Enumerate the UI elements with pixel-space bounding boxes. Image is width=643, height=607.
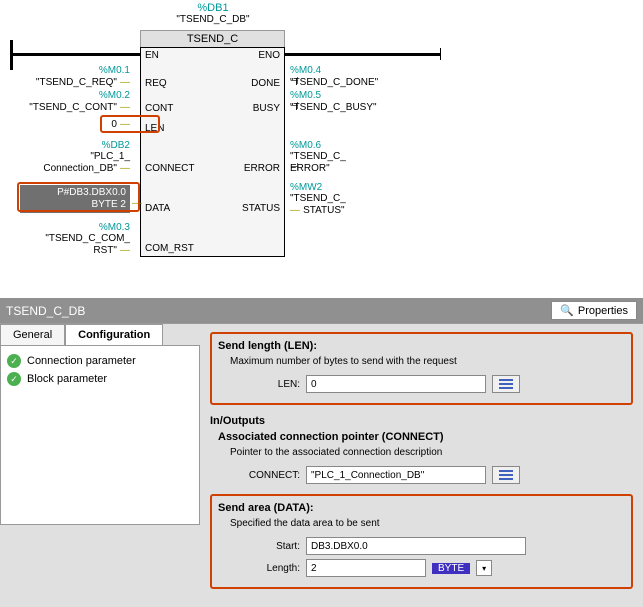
inout-group: In/Outputs Associated connection pointer… (210, 415, 633, 484)
connect-picker-button[interactable] (492, 466, 520, 484)
port-cont: CONT (145, 103, 173, 114)
port-en: EN (145, 50, 159, 61)
check-icon: ✓ (7, 372, 21, 386)
start-label: Start: (230, 541, 300, 552)
len-picker-button[interactable] (492, 375, 520, 393)
param-block[interactable]: ✓ Block parameter (5, 370, 195, 388)
port-data: DATA (145, 203, 170, 214)
block-name: "TSEND_C_DB" (158, 14, 268, 25)
picker-icon (499, 379, 513, 389)
length-label: Length: (230, 563, 300, 574)
ladder-diagram: %DB1 "TSEND_C_DB" TSEND_C EN ENO REQ CON… (0, 0, 643, 298)
tabs-column: General Configuration ✓ Connection param… (0, 324, 200, 607)
port-eno: ENO (258, 50, 280, 61)
properties-button[interactable]: 🔍 Properties (551, 301, 637, 320)
connect-label: CONNECT: (230, 470, 300, 481)
start-input[interactable] (306, 537, 526, 555)
panel-titlebar: TSEND_C_DB 🔍 Properties (0, 298, 643, 323)
port-req: REQ (145, 78, 167, 89)
pin-req: %M0.1 "TSEND_C_REQ" — (20, 65, 130, 88)
pin-done: %M0.4 ⊣ "TSEND_C_DONE" (290, 65, 430, 88)
tab-general[interactable]: General (0, 324, 65, 345)
highlight-data (17, 182, 140, 212)
highlight-len (100, 115, 160, 133)
port-comrst: COM_RST (145, 243, 194, 254)
wire (285, 53, 440, 56)
inout-title: In/Outputs (210, 415, 633, 427)
block-title: TSEND_C (140, 30, 285, 48)
data-desc: Specified the data area to be sent (230, 518, 625, 529)
panel-body: General Configuration ✓ Connection param… (0, 323, 643, 607)
param-connection[interactable]: ✓ Connection parameter (5, 352, 195, 370)
data-title: Send area (DATA): (218, 502, 625, 514)
len-label: LEN: (230, 379, 300, 390)
send-area-group: Send area (DATA): Specified the data are… (210, 494, 633, 589)
properties-icon: 🔍 (560, 304, 574, 317)
send-length-group: Send length (LEN): Maximum number of byt… (210, 332, 633, 405)
pin-connect: %DB2 "PLC_1_ Connection_DB" — (20, 140, 130, 174)
send-length-desc: Maximum number of bytes to send with the… (230, 356, 625, 367)
wire (10, 53, 140, 56)
param-list: ✓ Connection parameter ✓ Block parameter (0, 345, 200, 525)
pin-cont: %M0.2 "TSEND_C_CONT" — (20, 90, 130, 113)
pin-comrst: %M0.3 "TSEND_C_COM_ RST" — (20, 222, 130, 256)
check-icon: ✓ (7, 354, 21, 368)
function-block: EN ENO REQ CONT LEN CONNECT DATA COM_RST… (140, 47, 285, 257)
len-input[interactable] (306, 375, 486, 393)
length-input[interactable] (306, 559, 426, 577)
port-connect: CONNECT (145, 163, 194, 174)
pin-error: %M0.6 "TSEND_C_ ⊣ ERROR" (290, 140, 430, 174)
panel-title: TSEND_C_DB (6, 304, 85, 318)
connect-title: Associated connection pointer (CONNECT) (218, 431, 633, 443)
connect-desc: Pointer to the associated connection des… (230, 447, 633, 458)
db-tag: %DB1 (158, 2, 268, 14)
send-length-title: Send length (LEN): (218, 340, 625, 352)
port-status: STATUS (242, 203, 280, 214)
picker-icon (499, 470, 513, 480)
rail (440, 48, 441, 60)
connect-input[interactable] (306, 466, 486, 484)
form-column: Send length (LEN): Maximum number of byt… (200, 324, 643, 607)
rail (10, 40, 13, 70)
unit-dropdown[interactable]: ▾ (476, 560, 492, 576)
port-error: ERROR (244, 163, 280, 174)
port-done: DONE (251, 78, 280, 89)
unit-tag: BYTE (432, 563, 470, 574)
pin-busy: %M0.5 ⊣ "TSEND_C_BUSY" (290, 90, 430, 113)
pin-status: %MW2 "TSEND_C_ — STATUS" (290, 182, 430, 216)
port-busy: BUSY (253, 103, 280, 114)
tab-configuration[interactable]: Configuration (65, 324, 163, 345)
